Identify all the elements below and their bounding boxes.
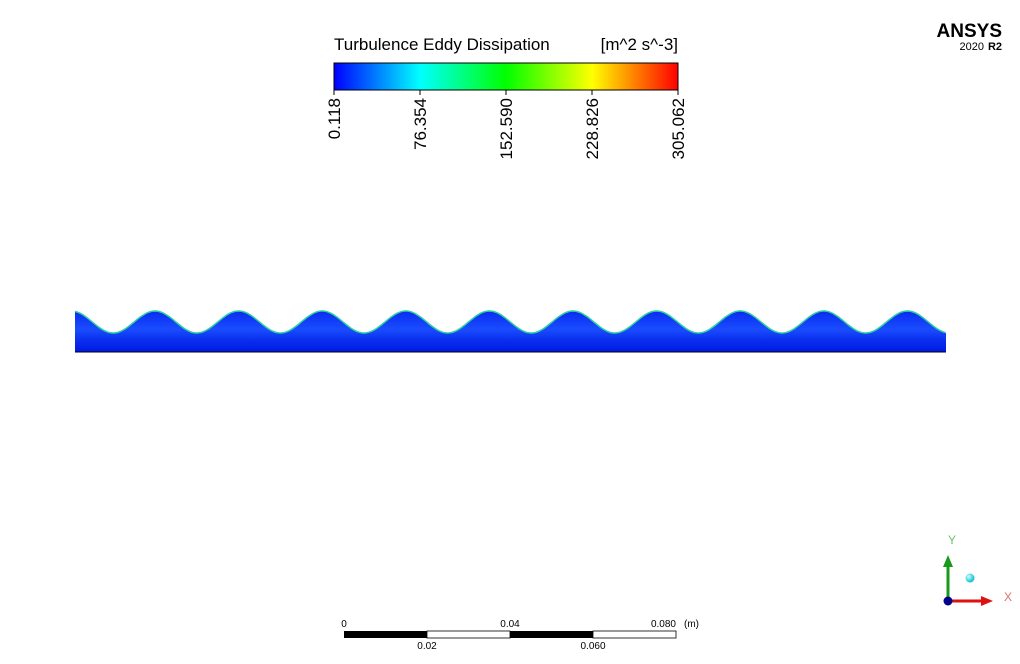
scale-segment [510,631,593,638]
color-bar [333,62,679,91]
view-sphere [965,573,975,583]
scale-label: 0.080 [651,619,676,630]
legend-tick-label: 0.118 [325,98,344,139]
scale-label: 0 [341,619,347,630]
origin-dot [943,596,953,606]
logo-brand: ANSYS [937,21,1002,42]
y-arrowhead [943,555,953,567]
wall-edge [74,310,946,334]
scale-unit: (m) [684,619,699,630]
y-axis-label: Y [948,533,956,547]
x-arrowhead [981,596,993,606]
scale-bar: 0 0.04 0.080 (m) 0.02 0.060 [341,619,699,652]
flow-domain [75,311,946,352]
scale-segment [592,630,677,639]
legend-ticks: 0.118 76.354 152.590 228.826 305.062 [325,90,688,159]
scale-label: 0.02 [417,641,437,652]
legend-title: Turbulence Eddy Dissipation [334,35,550,54]
scale-label: 0.060 [580,641,605,652]
logo-version: 2020 [960,41,984,53]
legend-unit: [m^2 s^-3] [601,35,678,54]
legend-tick-label: 305.062 [669,98,688,159]
scale-segment [426,630,511,639]
legend-tick-label: 228.826 [583,98,602,159]
legend-tick-label: 152.590 [497,98,516,159]
axis-triad: Y X [943,533,1012,606]
scale-label: 0.04 [500,619,520,630]
legend-tick-label: 76.354 [411,98,430,150]
x-axis-label: X [1004,590,1012,604]
logo-release: R2 [988,41,1002,53]
scale-segment [344,631,427,638]
